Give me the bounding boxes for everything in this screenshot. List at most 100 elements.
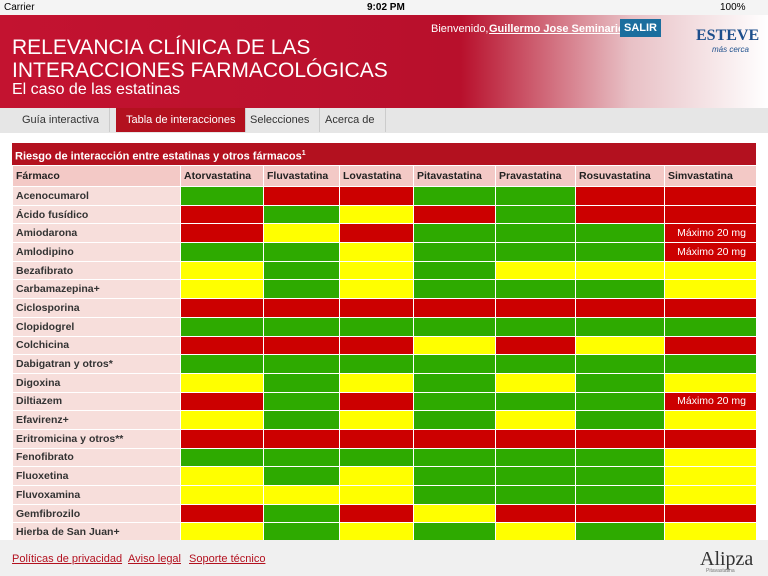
risk-cell: [180, 391, 264, 412]
risk-cell: [339, 204, 414, 225]
risk-cell: [339, 428, 414, 449]
drug-name: Acenocumarol: [12, 186, 181, 206]
risk-cell: [339, 223, 414, 244]
risk-cell: [339, 316, 414, 337]
column-header: Simvastatina: [664, 165, 756, 187]
risk-cell: [664, 447, 756, 468]
risk-cell: [575, 204, 665, 225]
risk-cell: [263, 372, 340, 393]
risk-cell: [413, 335, 496, 356]
risk-cell: [575, 298, 665, 318]
risk-cell: [180, 242, 264, 262]
risk-cell: [495, 335, 576, 356]
risk-cell: [664, 279, 756, 300]
risk-cell: [339, 279, 414, 300]
risk-cell: [575, 410, 665, 430]
risk-cell: [664, 372, 756, 393]
column-header: Atorvastatina: [180, 165, 264, 187]
risk-cell: [664, 410, 756, 430]
risk-cell: [413, 503, 496, 524]
user-link[interactable]: Guillermo Jose Seminario: [489, 23, 625, 35]
tab[interactable]: Acerca de: [315, 108, 386, 132]
risk-cell: [180, 466, 264, 486]
risk-cell: [495, 410, 576, 430]
risk-cell: [263, 428, 340, 449]
risk-cell: Máximo 20 mg: [664, 223, 756, 244]
logout-button[interactable]: SALIR: [620, 19, 661, 37]
risk-cell: [263, 410, 340, 430]
risk-cell: [495, 186, 576, 206]
risk-cell: [339, 354, 414, 374]
risk-cell: [339, 186, 414, 206]
risk-cell: [180, 522, 264, 540]
risk-cell: [575, 223, 665, 244]
risk-cell: [339, 522, 414, 540]
tab[interactable]: Tabla de interacciones: [116, 108, 247, 132]
footer-link[interactable]: Políticas de privacidad: [12, 553, 123, 565]
risk-cell: [575, 485, 665, 505]
table-row: Dabigatran y otros*: [12, 354, 756, 374]
risk-cell: [495, 428, 576, 449]
table-title-text: Riesgo de interacción entre estatinas y …: [15, 150, 302, 163]
risk-cell: [339, 260, 414, 281]
risk-cell: [575, 466, 665, 486]
risk-cell: [495, 260, 576, 281]
table-row: Amiodarona Máximo 20 mg: [12, 223, 756, 244]
risk-cell: [664, 466, 756, 486]
risk-cell: [339, 372, 414, 393]
table-row: Fluoxetina: [12, 466, 756, 486]
column-header: Pravastatina: [495, 165, 576, 187]
risk-cell: [180, 316, 264, 337]
risk-cell: [180, 279, 264, 300]
drug-name: Fenofibrato: [12, 447, 181, 468]
risk-cell: [339, 485, 414, 505]
drug-name: Efavirenz+: [12, 410, 181, 430]
tab[interactable]: Selecciones: [240, 108, 321, 132]
drug-name: Amlodipino: [12, 242, 181, 262]
risk-cell: [495, 204, 576, 225]
carrier: Carrier: [4, 2, 35, 13]
table-row: Acenocumarol: [12, 186, 756, 206]
risk-cell: [339, 391, 414, 412]
table-row: Colchicina: [12, 335, 756, 356]
risk-cell: [339, 503, 414, 524]
logo: ESTEVE: [696, 27, 760, 44]
risk-cell: [495, 466, 576, 486]
table-row: Gemfibrozilo: [12, 503, 756, 524]
status-bar: Carrier 9:02 PM 100%: [0, 0, 768, 15]
risk-cell: [413, 372, 496, 393]
tab[interactable]: Guía interactiva: [12, 108, 111, 132]
column-header: Fluvastatina: [263, 165, 340, 187]
footnote-mark: 1: [301, 150, 306, 157]
risk-cell: [575, 260, 665, 281]
drug-name: Amiodarona: [12, 223, 181, 244]
column-header: Fármaco: [12, 165, 181, 187]
title: INTERACCIONES FARMACOLÓGICAS: [12, 59, 388, 82]
table-row: Digoxina: [12, 372, 756, 393]
risk-cell: [664, 260, 756, 281]
table-row: Bezafibrato: [12, 260, 756, 281]
drug-name: Carbamazepina+: [12, 279, 181, 300]
risk-cell: Máximo 20 mg: [664, 242, 756, 262]
drug-name: Ciclosporina: [12, 298, 181, 318]
risk-cell: [495, 279, 576, 300]
header-row: Fármaco Atorvastatina Fluvastatina Lovastat…: [12, 165, 756, 187]
risk-cell: [413, 204, 496, 225]
risk-cell: [263, 447, 340, 468]
risk-cell: [413, 223, 496, 244]
risk-cell: [263, 466, 340, 486]
risk-cell: [263, 204, 340, 225]
risk-cell: [180, 298, 264, 318]
risk-cell: [413, 298, 496, 318]
risk-cell: [575, 372, 665, 393]
risk-cell: [664, 204, 756, 225]
footer-link[interactable]: Aviso legal: [128, 553, 181, 565]
table-row: Clopidogrel: [12, 316, 756, 337]
table-row: Amlodipino Máximo 20 mg: [12, 242, 756, 262]
footer-link[interactable]: Soporte técnico: [189, 553, 266, 565]
table-title: Riesgo de interacción entre estatinas y …: [12, 143, 756, 165]
risk-cell: [575, 242, 665, 262]
risk-cell: [495, 447, 576, 468]
risk-cell: [664, 354, 756, 374]
risk-cell: [575, 428, 665, 449]
